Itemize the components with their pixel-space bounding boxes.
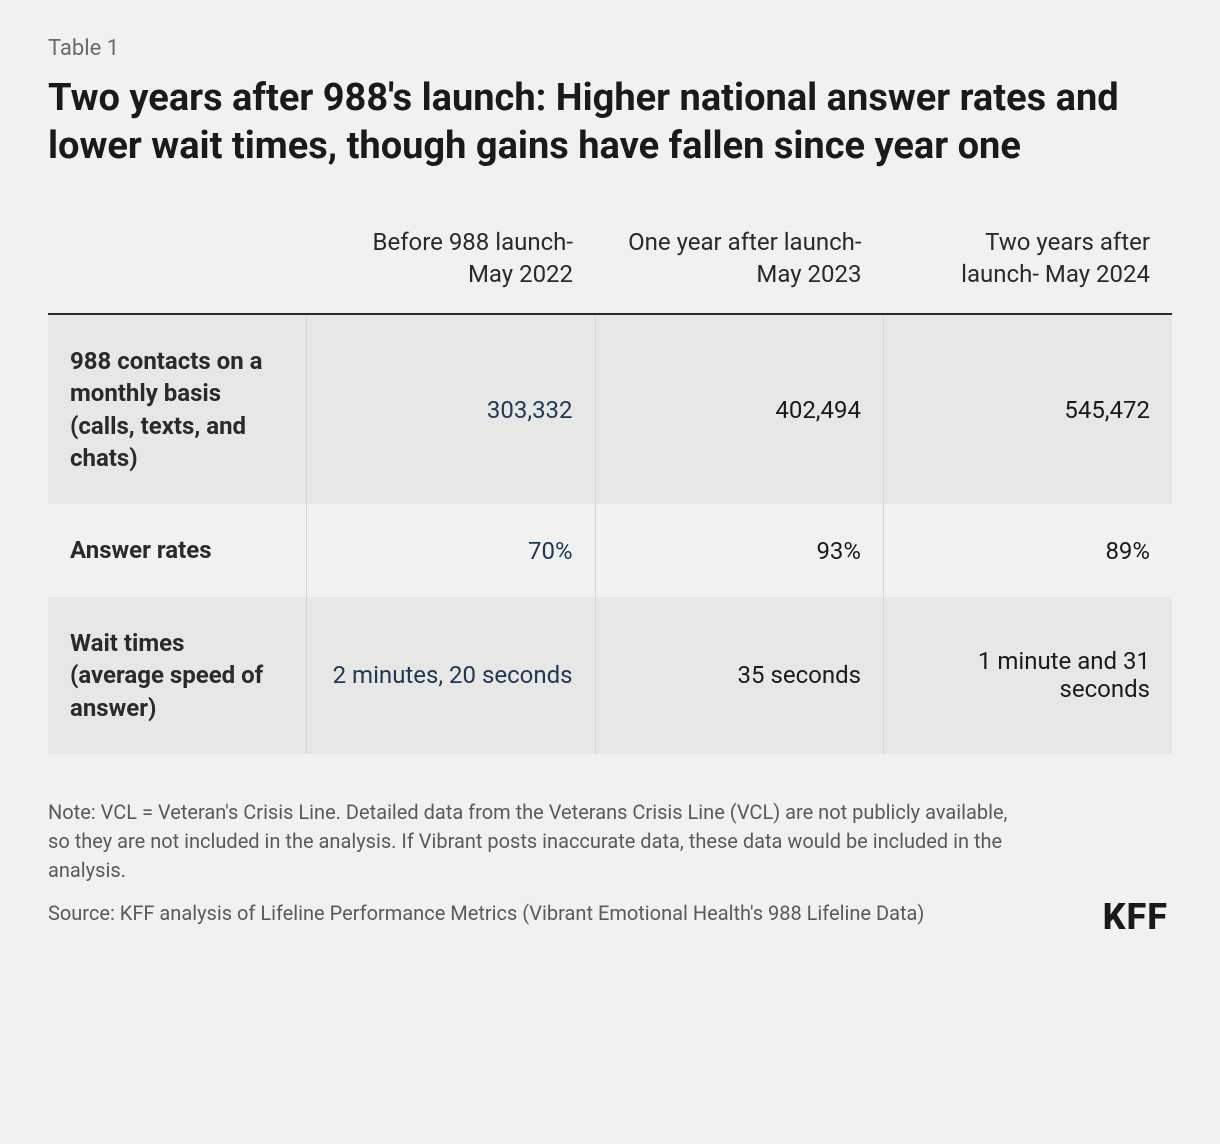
table-header-cell: Two years after launch- May 2024 — [884, 204, 1173, 314]
table-header-cell: One year after launch- May 2023 — [595, 204, 883, 314]
table-row-label: Wait times (average speed of answer) — [48, 597, 307, 754]
footer-row: Note: VCL = Veteran's Crisis Line. Detai… — [48, 754, 1172, 942]
table-header-row: Before 988 launch- May 2022 One year aft… — [48, 204, 1172, 314]
footnotes: Note: VCL = Veteran's Crisis Line. Detai… — [48, 798, 1028, 942]
kff-logo: KFF — [1103, 896, 1172, 942]
table-cell: 303,332 — [307, 314, 595, 505]
table-cell: 35 seconds — [595, 597, 883, 754]
report-table-container: Table 1 Two years after 988's launch: Hi… — [0, 0, 1220, 966]
footnote-source: Source: KFF analysis of Lifeline Perform… — [48, 899, 1028, 928]
table-row-label: Answer rates — [48, 504, 307, 596]
table-cell: 402,494 — [595, 314, 883, 505]
table-body: 988 contacts on a monthly basis (calls, … — [48, 314, 1172, 754]
table-cell: 1 minute and 31 seconds — [884, 597, 1173, 754]
table-number: Table 1 — [48, 36, 1172, 61]
table-cell: 2 minutes, 20 seconds — [307, 597, 595, 754]
table-cell: 89% — [884, 504, 1173, 596]
data-table: Before 988 launch- May 2022 One year aft… — [48, 204, 1172, 754]
table-row: Wait times (average speed of answer)2 mi… — [48, 597, 1172, 754]
footnote-note: Note: VCL = Veteran's Crisis Line. Detai… — [48, 798, 1028, 885]
headline: Two years after 988's launch: Higher nat… — [48, 75, 1172, 170]
table-cell: 70% — [307, 504, 595, 596]
table-row: Answer rates70%93%89% — [48, 504, 1172, 596]
table-header-empty — [48, 204, 307, 314]
table-cell: 545,472 — [884, 314, 1173, 505]
table-row-label: 988 contacts on a monthly basis (calls, … — [48, 314, 307, 505]
table-cell: 93% — [595, 504, 883, 596]
table-row: 988 contacts on a monthly basis (calls, … — [48, 314, 1172, 505]
table-header-cell: Before 988 launch- May 2022 — [307, 204, 595, 314]
